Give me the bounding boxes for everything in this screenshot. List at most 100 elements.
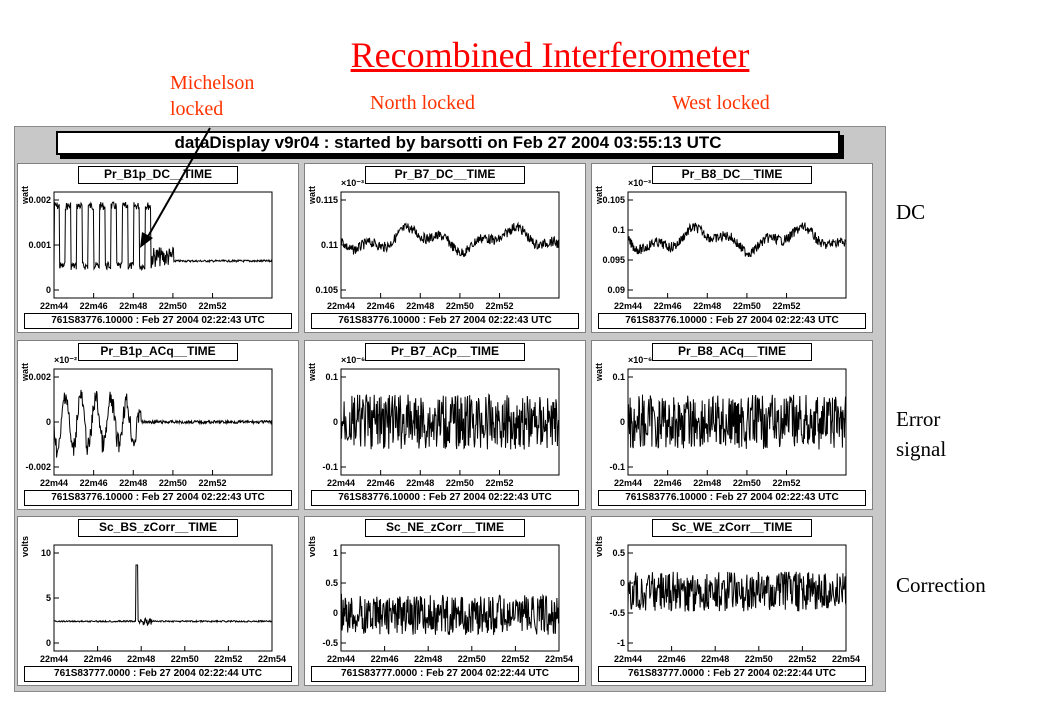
plot-title: Sc_NE_zCorr__TIME <box>365 519 525 537</box>
x-tick-label: 22m52 <box>788 654 816 664</box>
y-exponent-label: ×10⁻³ <box>628 178 651 188</box>
x-tick-label: 22m46 <box>367 301 395 311</box>
x-tick-label: 22m50 <box>446 301 474 311</box>
x-tick-label: 22m46 <box>80 301 108 311</box>
x-tick-label: 22m48 <box>693 301 721 311</box>
plot-pad[interactable]: watt ×10⁻³ 0.115 0.11 0.105 22m44 22m46 22m48 22… <box>304 163 586 333</box>
y-tick-label: 0.001 <box>28 240 51 250</box>
plot-canvas: watt ×10⁻⁶0.1 0 -0.1 22m44 22m46 22m48 22m50 22m… <box>594 355 847 488</box>
x-tick-label: 22m44 <box>327 654 355 664</box>
y-tick-label: 0.1 <box>325 372 338 382</box>
x-tick-label: 22m44 <box>327 301 355 311</box>
y-tick-label: 5 <box>46 593 51 603</box>
y-tick-label: -0.5 <box>609 608 625 618</box>
y-tick-label: 0 <box>46 638 51 648</box>
y-exponent-label: ×10⁻⁶ <box>628 355 652 365</box>
y-tick-label: 0 <box>333 608 338 618</box>
y-unit-label: watt <box>594 186 604 205</box>
plot-title: Sc_BS_zCorr__TIME <box>78 519 238 537</box>
plot-timestamp: 761S83777.0000 : Feb 27 2004 02:22:44 UT… <box>24 666 292 682</box>
x-tick-label: 22m52 <box>486 478 514 488</box>
x-tick-label: 22m54 <box>258 654 286 664</box>
y-exponent-label: ×10⁻⁶ <box>341 355 365 365</box>
plot-timestamp: 761S83776.10000 : Feb 27 2004 02:22:43 U… <box>24 313 292 329</box>
x-tick-label: 22m48 <box>693 478 721 488</box>
plot-timestamp: 761S83777.0000 : Feb 27 2004 02:22:44 UT… <box>311 666 579 682</box>
y-exponent-label: ×10⁻² <box>54 355 77 365</box>
y-unit-label: watt <box>307 363 317 382</box>
x-tick-label: 22m52 <box>214 654 242 664</box>
y-tick-label: 0.105 <box>602 195 625 205</box>
y-tick-label: 0.5 <box>325 578 338 588</box>
y-tick-label: 0 <box>46 285 51 295</box>
y-tick-label: -1 <box>617 638 625 648</box>
plot-pad[interactable]: volts 10 5 0 22m44 22m46 22m48 22m50 22m52 22m54 S… <box>17 516 299 686</box>
y-tick-label: 0.1 <box>612 372 625 382</box>
y-tick-label: 0.11 <box>321 240 338 250</box>
plot-title: Sc_WE_zCorr__TIME <box>652 519 812 537</box>
plot-canvas: watt ×10⁻²0.002 0 -0.002 22m44 22m46 22m48 22m5… <box>20 355 273 488</box>
y-tick-label: 0 <box>333 417 338 427</box>
x-tick-label: 22m50 <box>446 478 474 488</box>
plot-title: Pr_B7_DC__TIME <box>365 166 525 184</box>
x-tick-label: 22m52 <box>773 301 801 311</box>
plot-canvas: watt ×10⁻³0.115 0.11 0.105 22m44 22m46 22m48 22… <box>307 178 560 311</box>
plot-pad[interactable]: watt ×10⁻³ 0.105 0.1 0.095 0.09 22m44 22m46 22m4… <box>591 163 873 333</box>
plot-pad[interactable]: volts 0.5 0 -0.5 -1 22m44 22m46 22m48 22m50 22m52… <box>591 516 873 686</box>
signal-trace <box>627 571 847 612</box>
y-tick-label: 0.105 <box>315 285 338 295</box>
plot-frame <box>53 544 273 652</box>
plot-pad[interactable]: watt 0.002 0.001 0 22m44 22m46 22m48 22m50 22m52… <box>17 163 299 333</box>
row-label-error: Error signal <box>896 404 946 464</box>
x-tick-label: 22m48 <box>701 654 729 664</box>
y-unit-label: volts <box>20 536 30 557</box>
signal-trace <box>340 593 560 636</box>
signal-trace <box>53 201 273 271</box>
plot-canvas: volts 1 0.5 0 -0.5 22m44 22m46 22m48 22m50 22m52 2… <box>307 536 573 664</box>
signal-trace <box>53 389 273 458</box>
x-tick-label: 22m48 <box>414 654 442 664</box>
plot-title: Pr_B8_DC__TIME <box>652 166 812 184</box>
plot-timestamp: 761S83776.10000 : Feb 27 2004 02:22:43 U… <box>311 313 579 329</box>
signal-trace <box>340 221 560 257</box>
x-tick-label: 22m52 <box>199 301 227 311</box>
y-tick-label: -0.1 <box>322 462 338 472</box>
y-unit-label: volts <box>307 536 317 557</box>
x-tick-label: 22m46 <box>84 654 112 664</box>
plot-pad[interactable]: watt ×10⁻² 0.002 0 -0.002 22m44 22m46 22m48 22m5… <box>17 340 299 510</box>
x-tick-label: 22m52 <box>199 478 227 488</box>
x-tick-label: 22m44 <box>40 301 68 311</box>
plot-pad[interactable]: watt ×10⁻⁶ 0.1 0 -0.1 22m44 22m46 22m48 22m50 22m… <box>591 340 873 510</box>
plot-pad[interactable]: volts 1 0.5 0 -0.5 22m44 22m46 22m48 22m50 22m52 2… <box>304 516 586 686</box>
y-tick-label: 0.095 <box>602 255 625 265</box>
plot-pad[interactable]: watt ×10⁻⁶ 0.1 0 -0.1 22m44 22m46 22m48 22m50 22m… <box>304 340 586 510</box>
signal-trace <box>53 564 273 627</box>
plot-title: Pr_B1p_ACq__TIME <box>78 343 238 361</box>
plot-timestamp: 761S83776.10000 : Feb 27 2004 02:22:43 U… <box>598 490 866 506</box>
y-tick-label: -0.002 <box>25 462 51 472</box>
y-tick-label: 0 <box>620 417 625 427</box>
signal-trace <box>627 222 847 258</box>
slide-title: Recombined Interferometer <box>350 35 750 75</box>
x-tick-label: 22m50 <box>733 478 761 488</box>
y-tick-label: 0.115 <box>316 195 338 205</box>
north-locked-annotation: North locked <box>370 92 475 114</box>
michelson-line-1: Michelson <box>170 72 255 94</box>
x-tick-label: 22m44 <box>614 478 642 488</box>
x-tick-label: 22m50 <box>159 301 187 311</box>
row-label-error-line-1: Error <box>896 407 941 431</box>
x-tick-label: 22m46 <box>371 654 399 664</box>
row-label-correction: Correction <box>896 573 986 597</box>
x-tick-label: 22m44 <box>40 654 68 664</box>
y-unit-label: watt <box>307 186 317 205</box>
michelson-line-2: locked <box>170 98 224 120</box>
x-tick-label: 22m52 <box>486 301 514 311</box>
y-unit-label: watt <box>20 363 30 382</box>
plot-timestamp: 761S83776.10000 : Feb 27 2004 02:22:43 U… <box>24 490 292 506</box>
y-unit-label: volts <box>594 536 604 557</box>
x-tick-label: 22m44 <box>614 654 642 664</box>
plot-title: Pr_B7_ACp__TIME <box>365 343 525 361</box>
x-tick-label: 22m50 <box>733 301 761 311</box>
x-tick-label: 22m44 <box>327 478 355 488</box>
